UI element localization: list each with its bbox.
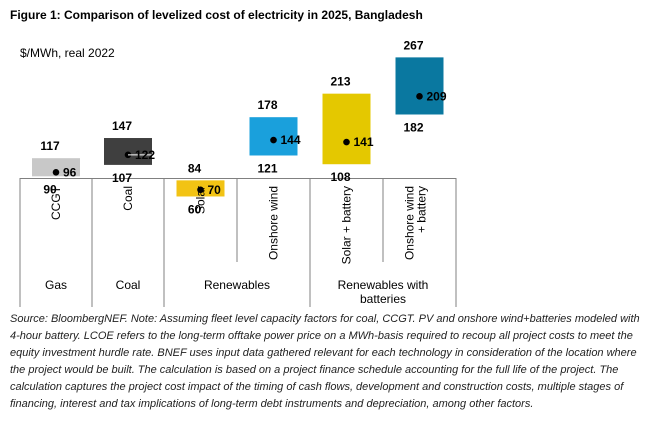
y-axis-unit-label: $/MWh, real 2022	[20, 46, 115, 60]
high-label-coal: 147	[112, 119, 132, 133]
group-label-coal: Coal	[116, 278, 141, 292]
high-label-solar: 84	[188, 161, 202, 175]
figure-title: Figure 1: Comparison of levelized cost o…	[10, 8, 423, 22]
category-label-ccgt: CCGT	[49, 185, 63, 220]
high-label-onshore-wind: 178	[257, 98, 277, 112]
mid-label-solar-battery: 141	[354, 135, 374, 149]
category-label-onshore-wind-battery: Onshore wind+ battery	[403, 186, 429, 260]
mid-label-ccgt: 96	[63, 165, 77, 179]
group-label-renewables-with-batteries: Renewables with batteries	[338, 278, 429, 306]
group-label-gas: Gas	[45, 278, 67, 292]
mid-label-onshore-wind: 144	[281, 133, 301, 147]
low-label-ccgt: 90	[43, 182, 57, 196]
category-label-onshore-wind: Onshore wind	[267, 186, 281, 260]
low-label-solar-battery: 108	[330, 170, 350, 184]
low-label-onshore-wind: 121	[257, 161, 277, 175]
source-note: Source: BloombergNEF. Note: Assuming fle…	[10, 313, 640, 410]
range-bar-coal	[104, 138, 152, 165]
high-label-onshore-wind-battery: 267	[403, 38, 423, 52]
range-bar-onshore-wind-battery	[395, 57, 444, 115]
high-label-ccgt: 117	[40, 139, 60, 153]
low-label-onshore-wind-battery: 182	[403, 120, 423, 134]
range-bar-ccgt	[32, 158, 80, 177]
group-label-renewables: Renewables	[204, 278, 270, 292]
low-label-solar: 60	[188, 202, 202, 216]
category-label-solar: Solar	[194, 186, 208, 214]
high-label-solar-battery: 213	[330, 75, 350, 89]
mid-point-solar-battery	[343, 138, 350, 146]
low-label-coal: 107	[112, 171, 132, 185]
category-label-solar-battery: Solar + battery	[340, 186, 354, 264]
range-bar-solar-battery	[322, 93, 371, 165]
category-label-coal: Coal	[121, 186, 135, 211]
mid-point-onshore-wind	[270, 136, 277, 144]
mid-label-solar: 70	[208, 183, 222, 197]
mid-label-onshore-wind-battery: 209	[427, 89, 447, 103]
mid-point-ccgt	[52, 168, 60, 176]
range-bar-onshore-wind	[249, 117, 298, 156]
mid-point-solar	[197, 186, 204, 194]
mid-label-coal: 122	[135, 148, 155, 162]
mid-point-onshore-wind-battery	[416, 93, 423, 100]
